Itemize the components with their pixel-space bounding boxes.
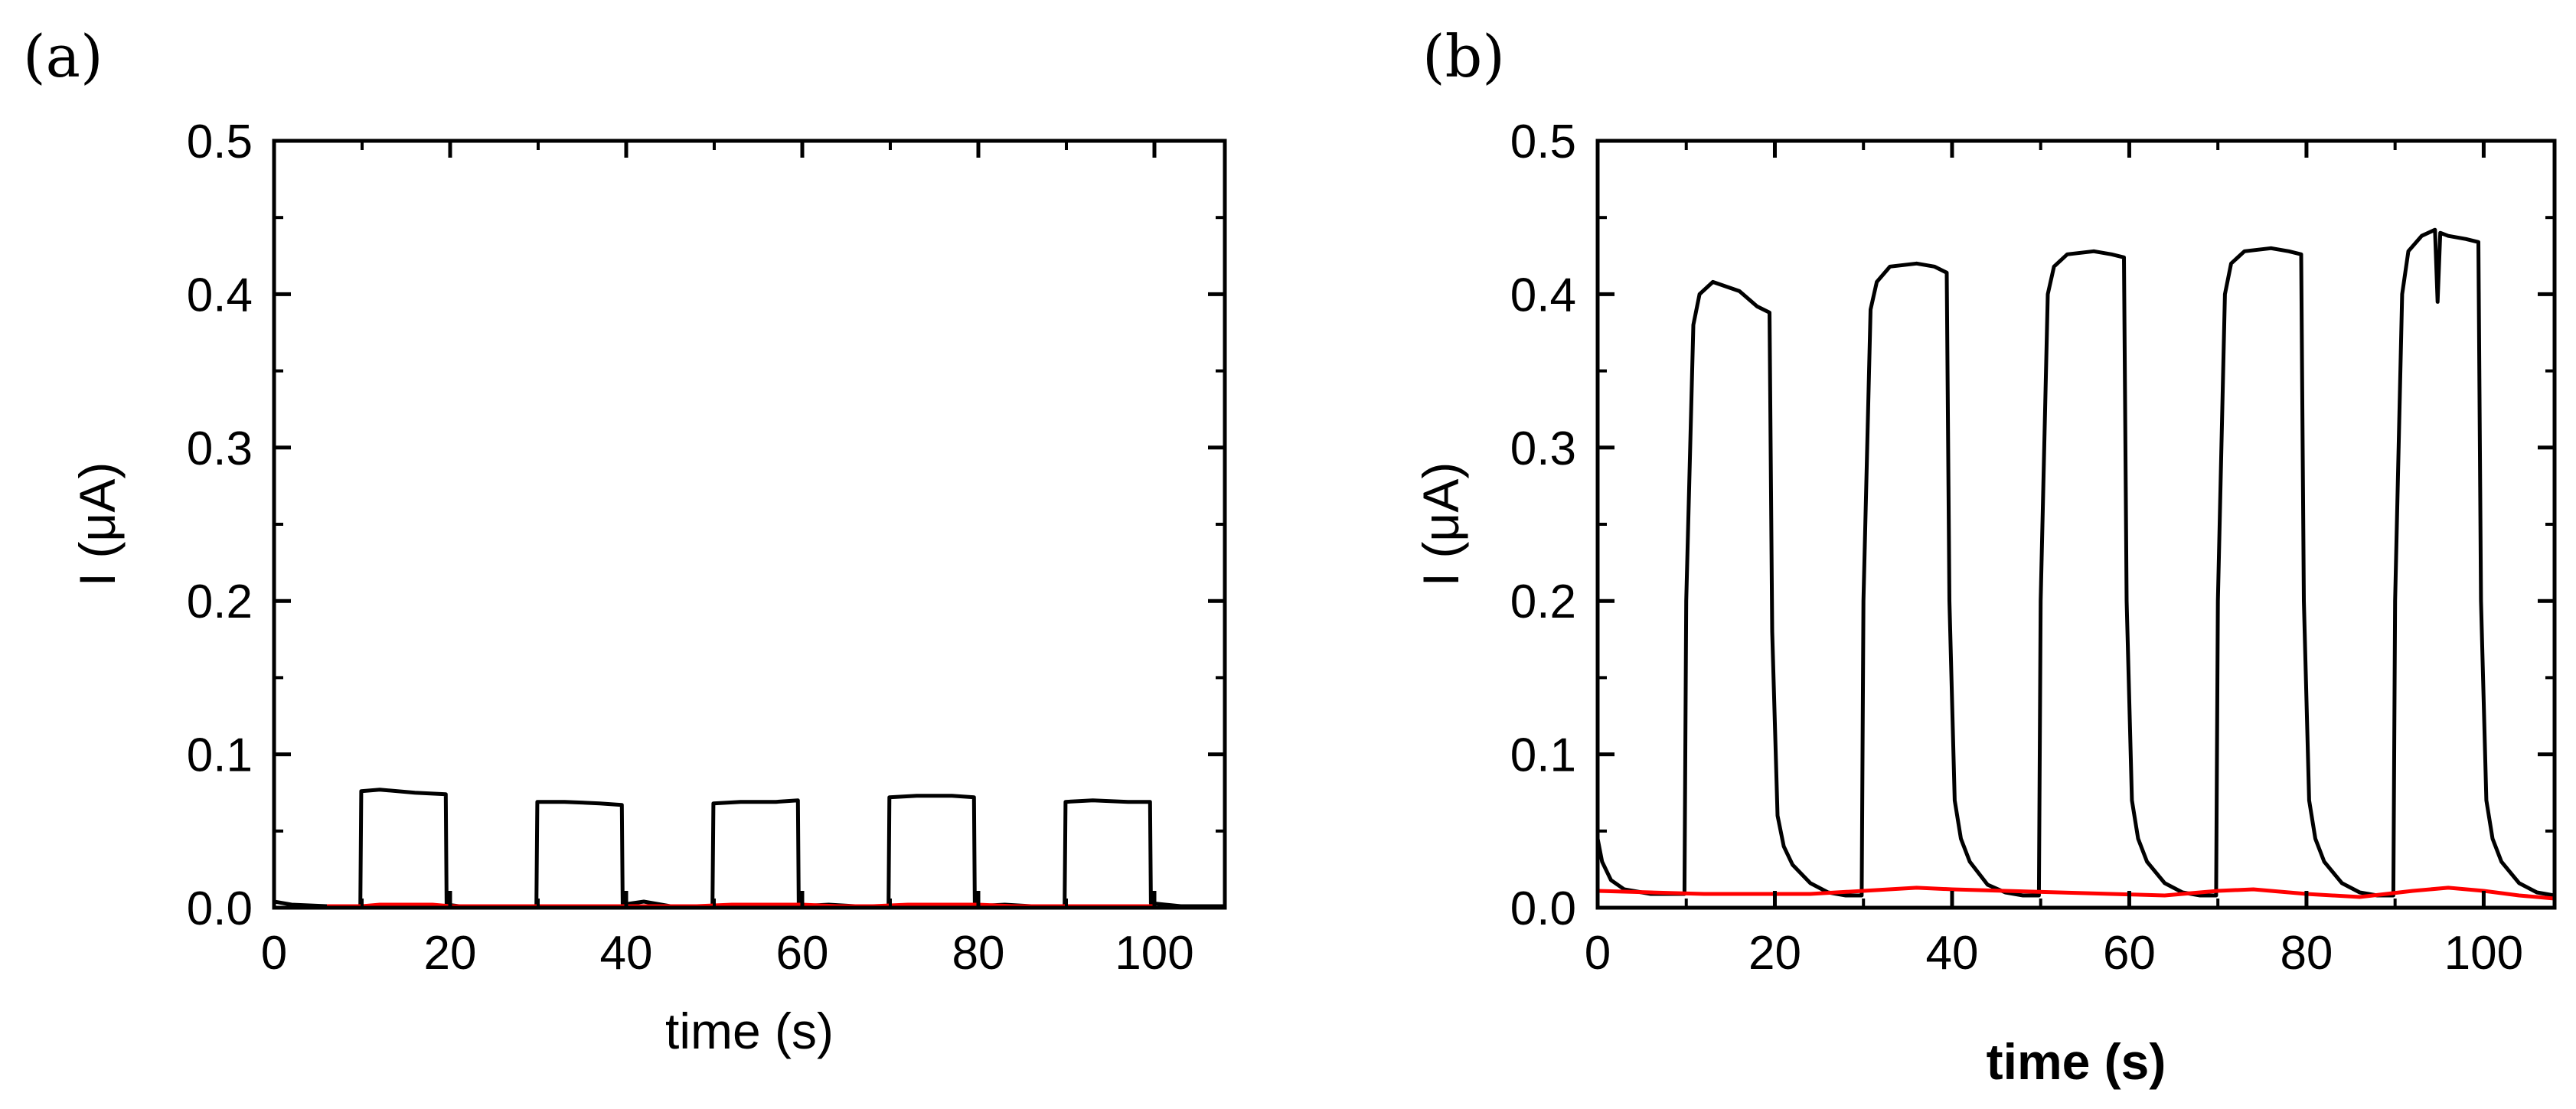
x-tick-label-a: 40 [600, 927, 653, 980]
y-tick-label-b: 0.5 [1510, 116, 1576, 168]
y-axis-title-b: I (μA) [1412, 462, 1469, 587]
y-tick-label-a: 0.3 [187, 422, 253, 475]
y-tick-label-b: 0.3 [1510, 422, 1576, 475]
series-line-black-b [1598, 227, 2555, 898]
y-tick-label-a: 0.0 [187, 882, 253, 935]
panel-b: (b) 0 20 40 60 80 100 0.0 0.1 0.2 0.3 0.4 0.5 time … [1412, 22, 2557, 1090]
x-axis-title-b: time (s) [1987, 1033, 2166, 1090]
x-tick-label-b: 60 [2103, 927, 2156, 980]
y-axis-title-a: I (μA) [69, 462, 126, 587]
panel-label-b: (b) [1422, 22, 1505, 90]
x-tick-label-a: 60 [776, 927, 829, 980]
x-tick-label-a: 0 [261, 927, 287, 980]
x-tick-label-b: 100 [2444, 927, 2523, 980]
x-tick-label-b: 40 [1925, 927, 1978, 980]
x-tick-label-a: 100 [1115, 927, 1193, 980]
y-tick-label-a: 0.4 [187, 269, 253, 321]
x-tick-label-a: 80 [952, 927, 1005, 980]
y-tick-label-b: 0.4 [1510, 269, 1576, 321]
x-axis-title-a: time (s) [665, 1003, 834, 1059]
series-line-red-b [1598, 886, 2555, 901]
y-tick-label-a: 0.2 [187, 576, 253, 628]
y-tick-label-b: 0.1 [1510, 729, 1576, 782]
plot-area-a: 0 20 40 60 80 100 0.0 0.1 0.2 0.3 0.4 0.5 [187, 116, 1227, 980]
panel-label-a: (a) [23, 22, 103, 90]
series-line-black-a [274, 788, 1225, 908]
panel-a: (a) 0 20 40 60 80 100 0.0 0.1 0.2 0.3 0.4 0.5 time … [23, 22, 1227, 1059]
y-tick-label-a: 0.5 [187, 116, 253, 168]
plot-area-b: 0 20 40 60 80 100 0.0 0.1 0.2 0.3 0.4 0.5 [1510, 116, 2557, 980]
x-tick-label-b: 0 [1585, 927, 1611, 980]
x-tick-label-a: 20 [424, 927, 477, 980]
y-tick-label-b: 0.0 [1510, 882, 1576, 935]
x-tick-label-b: 20 [1748, 927, 1801, 980]
x-tick-label-b: 80 [2280, 927, 2333, 980]
plot-frame-b [1595, 139, 2557, 910]
y-tick-label-b: 0.2 [1510, 576, 1576, 628]
y-tick-label-a: 0.1 [187, 729, 253, 782]
